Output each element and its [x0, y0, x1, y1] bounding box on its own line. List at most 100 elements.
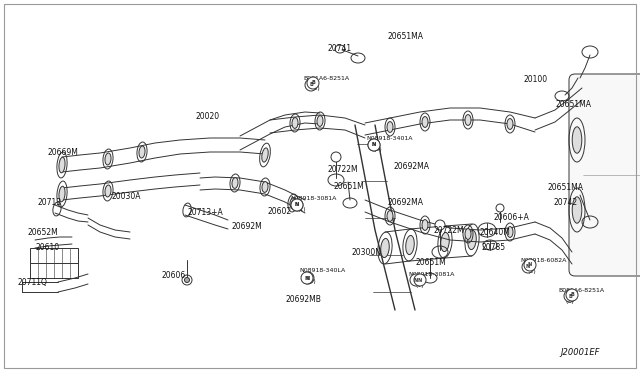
Text: 20713: 20713	[38, 198, 62, 207]
Ellipse shape	[232, 177, 238, 188]
Text: N: N	[295, 202, 299, 208]
Text: 20722M: 20722M	[433, 226, 463, 235]
Text: 20640M: 20640M	[480, 228, 511, 237]
Text: (4): (4)	[374, 147, 383, 152]
Text: 20711Q: 20711Q	[17, 278, 47, 287]
Text: 20652M: 20652M	[28, 228, 59, 237]
Text: (1): (1)	[298, 207, 307, 212]
Ellipse shape	[290, 198, 296, 208]
Ellipse shape	[422, 116, 428, 127]
Text: N: N	[372, 142, 376, 148]
Text: N: N	[414, 278, 418, 282]
Ellipse shape	[184, 278, 189, 282]
Text: N08918-3081A: N08918-3081A	[290, 196, 337, 201]
Ellipse shape	[465, 229, 471, 240]
Ellipse shape	[139, 146, 145, 158]
Text: N08918-3081A: N08918-3081A	[408, 272, 454, 277]
Text: 20030A: 20030A	[112, 192, 141, 201]
Text: B081A6-8251A: B081A6-8251A	[303, 76, 349, 81]
Text: B: B	[309, 83, 313, 87]
Ellipse shape	[441, 232, 449, 251]
Text: 20651M: 20651M	[415, 258, 445, 267]
Ellipse shape	[381, 238, 389, 257]
Circle shape	[496, 204, 504, 212]
Ellipse shape	[572, 197, 582, 223]
Text: 20651MA: 20651MA	[548, 183, 584, 192]
Text: 20741: 20741	[327, 44, 351, 53]
Text: J20001EF: J20001EF	[560, 348, 600, 357]
Ellipse shape	[387, 122, 393, 132]
Text: 20713+A: 20713+A	[188, 208, 224, 217]
Text: 20606: 20606	[162, 271, 186, 280]
Text: (2): (2)	[528, 269, 537, 274]
Text: N08918-3401A: N08918-3401A	[366, 136, 413, 141]
Ellipse shape	[468, 230, 476, 250]
Circle shape	[566, 289, 578, 301]
Text: (2): (2)	[307, 279, 316, 284]
Text: 20785: 20785	[482, 243, 506, 252]
Circle shape	[291, 199, 303, 211]
Text: 20602: 20602	[267, 207, 291, 216]
Ellipse shape	[387, 211, 393, 221]
Circle shape	[291, 199, 303, 211]
Text: 20651MA: 20651MA	[388, 32, 424, 41]
Text: N08918-6082A: N08918-6082A	[520, 258, 566, 263]
Ellipse shape	[465, 115, 471, 125]
Ellipse shape	[422, 219, 428, 230]
Text: 20722M: 20722M	[328, 165, 358, 174]
Text: 20692M: 20692M	[232, 222, 263, 231]
Text: 20669M: 20669M	[48, 148, 79, 157]
Text: 20100: 20100	[523, 75, 547, 84]
Text: B081A6-8251A: B081A6-8251A	[558, 288, 604, 293]
Text: 20606+A: 20606+A	[494, 213, 530, 222]
Circle shape	[368, 139, 380, 151]
Text: 20610: 20610	[36, 243, 60, 252]
Text: 20692MA: 20692MA	[388, 198, 424, 207]
Circle shape	[564, 290, 576, 302]
Ellipse shape	[105, 153, 111, 165]
Ellipse shape	[507, 227, 513, 237]
Text: B: B	[570, 292, 574, 298]
Text: 20692MA: 20692MA	[393, 162, 429, 171]
Circle shape	[414, 274, 426, 286]
Text: N: N	[305, 276, 309, 280]
Text: 20651M: 20651M	[333, 182, 364, 191]
Ellipse shape	[572, 127, 582, 153]
Circle shape	[305, 79, 317, 91]
Text: N: N	[306, 276, 310, 280]
Text: N08918-340LA: N08918-340LA	[299, 268, 345, 273]
Circle shape	[524, 259, 536, 271]
Ellipse shape	[292, 118, 298, 128]
Text: N: N	[418, 278, 422, 282]
Ellipse shape	[59, 157, 65, 173]
Bar	[30, 248, 78, 278]
Text: N: N	[295, 202, 299, 208]
Circle shape	[410, 274, 422, 286]
Text: (1): (1)	[416, 283, 424, 288]
Circle shape	[522, 261, 534, 273]
Circle shape	[302, 272, 314, 284]
Circle shape	[307, 77, 319, 89]
Text: 20692MB: 20692MB	[285, 295, 321, 304]
Text: N: N	[528, 263, 532, 267]
Ellipse shape	[262, 182, 268, 192]
Text: (3): (3)	[566, 299, 575, 304]
Ellipse shape	[105, 185, 111, 197]
Ellipse shape	[59, 186, 65, 202]
Text: (3): (3)	[311, 86, 320, 91]
Text: 20300N: 20300N	[352, 248, 382, 257]
Circle shape	[435, 220, 445, 230]
Ellipse shape	[406, 235, 414, 254]
Text: 20742: 20742	[554, 198, 578, 207]
Circle shape	[368, 139, 380, 151]
Ellipse shape	[317, 116, 323, 126]
Text: B: B	[568, 294, 572, 298]
Circle shape	[301, 272, 313, 284]
Text: 20651MA: 20651MA	[556, 100, 592, 109]
Ellipse shape	[262, 148, 268, 162]
Text: N: N	[372, 142, 376, 148]
Circle shape	[331, 152, 341, 162]
FancyBboxPatch shape	[569, 74, 640, 276]
Text: 20020: 20020	[195, 112, 219, 121]
Text: N: N	[526, 264, 530, 269]
